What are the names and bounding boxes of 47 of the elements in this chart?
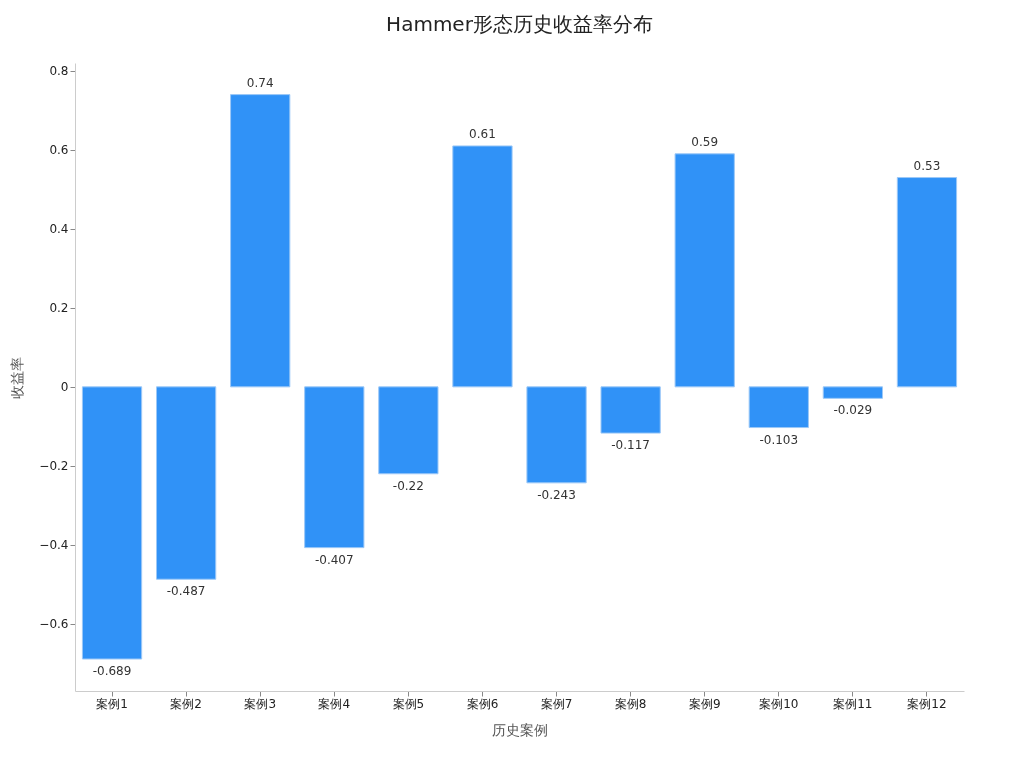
data-label: -0.407 xyxy=(314,552,354,567)
x-tick-label: 案例12 xyxy=(907,696,947,711)
bar xyxy=(378,386,439,475)
bar xyxy=(155,386,217,580)
data-label: 0.53 xyxy=(913,158,941,173)
x-tick-label: 案例6 xyxy=(466,696,499,711)
bar xyxy=(600,386,661,434)
bar xyxy=(748,386,809,429)
data-label: 0.61 xyxy=(469,126,496,141)
data-label: -0.689 xyxy=(92,664,132,679)
y-tick-label: 0.2 xyxy=(49,301,69,316)
data-label: -0.103 xyxy=(759,432,799,447)
y-tick-label: −0.6 xyxy=(39,617,69,632)
bar xyxy=(304,386,365,549)
x-tick-label: 案例2 xyxy=(170,696,202,711)
x-tick-label: 案例3 xyxy=(244,696,277,711)
data-label: -0.243 xyxy=(537,487,576,502)
x-tick-label: 案例4 xyxy=(318,696,351,711)
y-tick-label: 0.6 xyxy=(49,143,69,158)
y-tick-label: −0.4 xyxy=(39,538,69,553)
y-tick-label: −0.2 xyxy=(39,459,69,474)
bar xyxy=(674,153,735,388)
data-label: -0.117 xyxy=(611,438,650,453)
x-tick-label: 案例9 xyxy=(688,696,721,711)
chart-title: Hammer形态历史收益率分布 xyxy=(386,12,653,36)
bar xyxy=(526,386,587,484)
y-tick-label: 0.4 xyxy=(49,222,69,237)
x-tick-label: 案例11 xyxy=(833,696,873,711)
data-label: -0.487 xyxy=(166,584,206,599)
bar xyxy=(452,145,513,388)
y-axis-title: 收益率 xyxy=(9,356,26,399)
y-tick-label: 0 xyxy=(60,380,69,395)
data-label: -0.22 xyxy=(392,478,424,493)
data-label: 0.74 xyxy=(246,75,274,90)
y-tick-label: 0.8 xyxy=(49,64,69,79)
data-label: -0.029 xyxy=(833,403,873,418)
x-tick-label: 案例7 xyxy=(540,696,573,711)
bar xyxy=(230,94,291,388)
x-tick-label: 案例1 xyxy=(96,696,128,711)
bar xyxy=(81,386,143,660)
x-tick-label: 案例5 xyxy=(392,696,425,711)
x-tick-label: 案例8 xyxy=(614,696,647,711)
bar xyxy=(822,386,884,399)
x-tick-label: 案例10 xyxy=(759,696,799,711)
x-axis-title: 历史案例 xyxy=(492,721,548,738)
bar xyxy=(896,177,958,388)
data-label: 0.59 xyxy=(691,134,719,149)
